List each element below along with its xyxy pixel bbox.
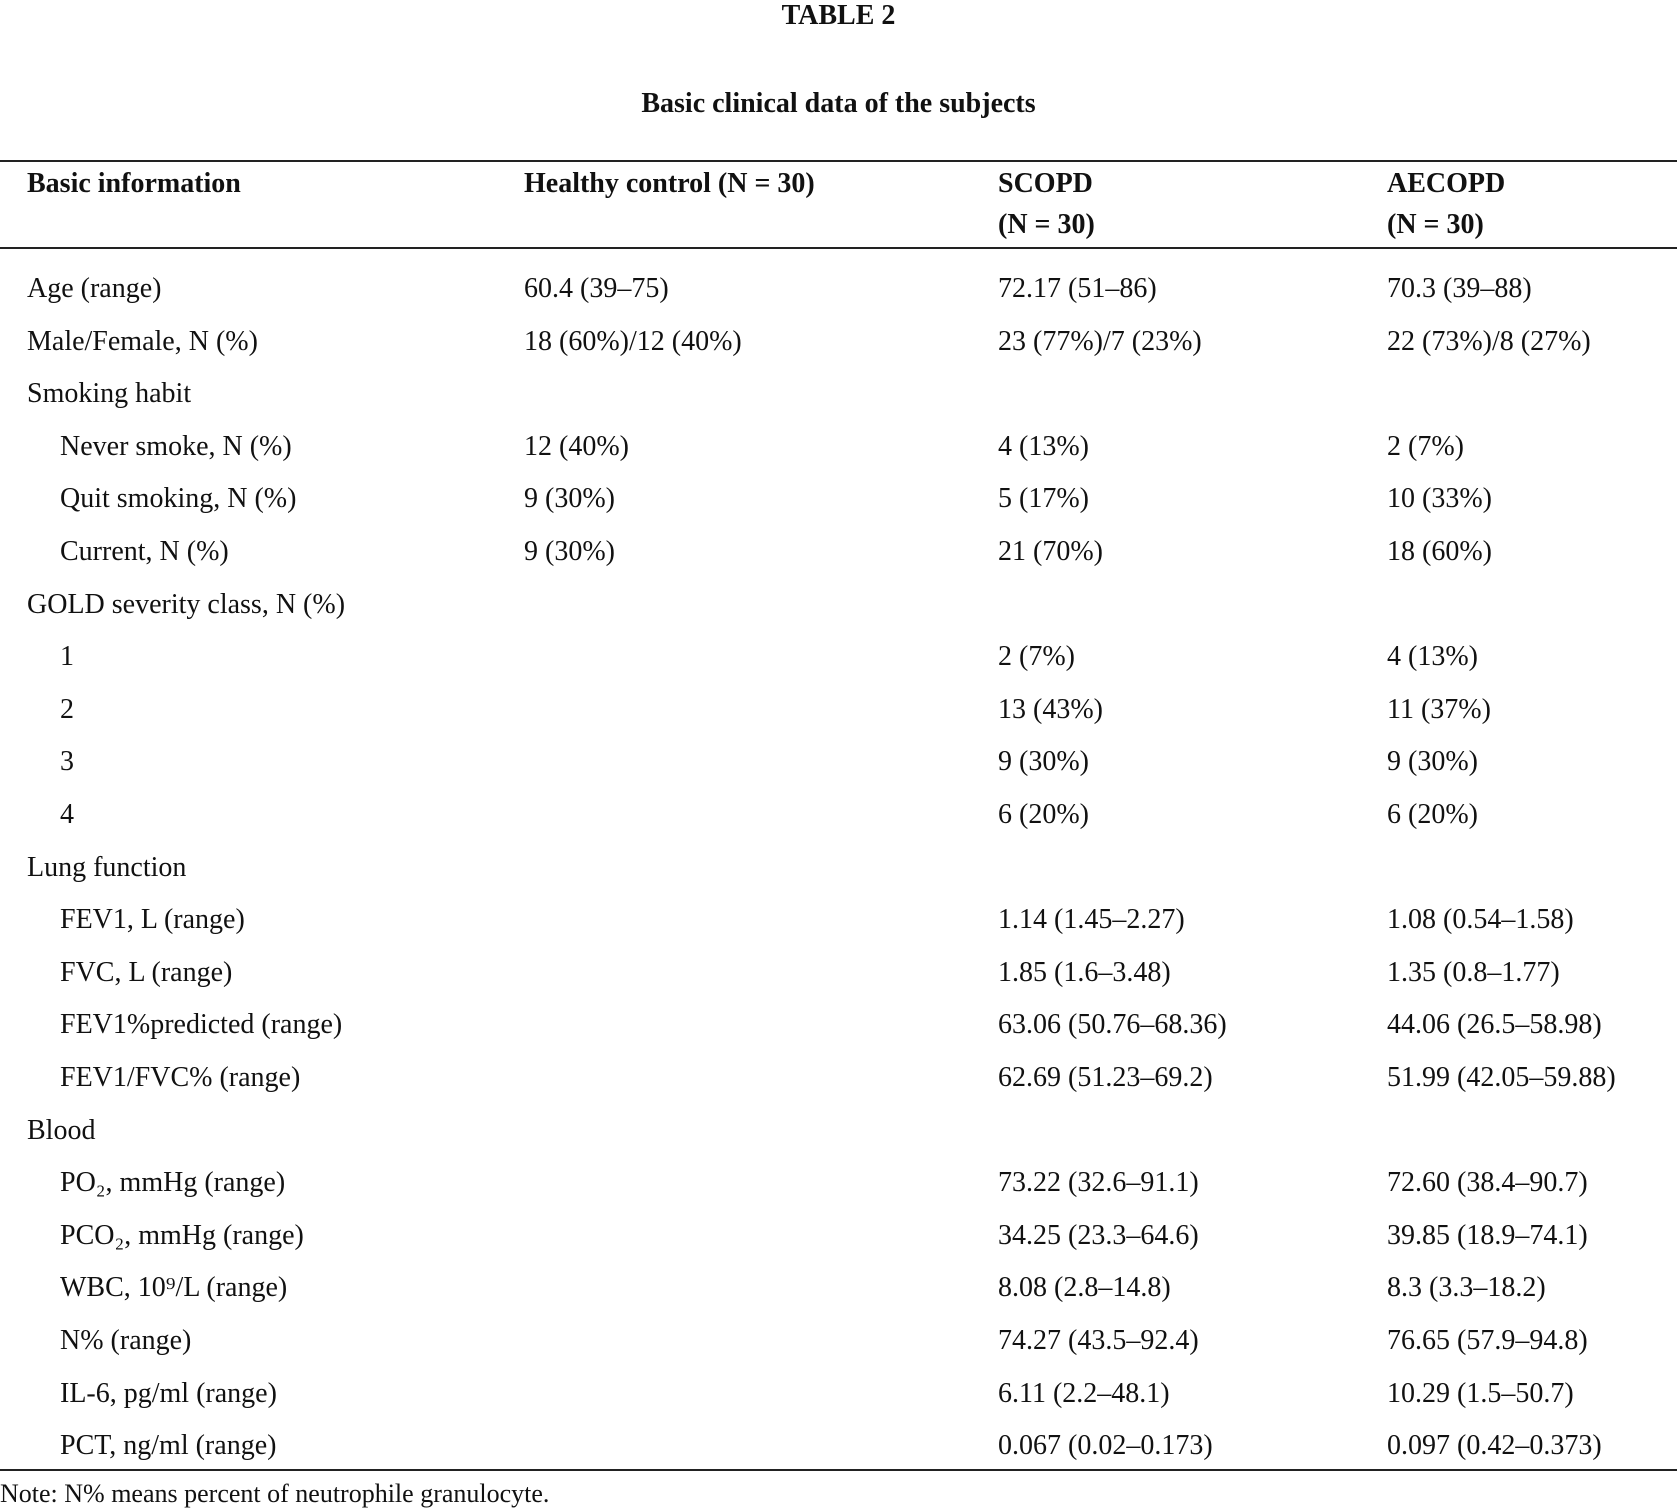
table-cell: 23 (77%)/7 (23%) xyxy=(998,325,1202,357)
header-rule xyxy=(0,247,1677,249)
table-cell: 9 (30%) xyxy=(524,536,615,567)
header-cell: (N = 30) xyxy=(998,209,1095,240)
row-label: PO₂, mmHg (range) xyxy=(60,1167,286,1199)
table-cell: 76.65 (57.9–94.8) xyxy=(1387,1325,1588,1356)
table-cell: 9 (30%) xyxy=(998,746,1089,778)
table-cell: 74.27 (43.5–92.4) xyxy=(998,1325,1199,1356)
table-cell: 10.29 (1.5–50.7) xyxy=(1387,1377,1574,1409)
header-cell: (N = 30) xyxy=(1387,209,1484,240)
row-label: FEV1/FVC% (range) xyxy=(60,1062,301,1093)
row-label: PCO₂, mmHg (range) xyxy=(60,1219,304,1251)
row-label: Age (range) xyxy=(27,273,162,304)
row-label: WBC, 10⁹/L (range) xyxy=(60,1272,288,1304)
table-cell: 21 (70%) xyxy=(998,536,1103,567)
row-label: Lung function xyxy=(27,851,187,883)
header-cell: AECOPD xyxy=(1387,168,1506,199)
table-cell: 72.60 (38.4–90.7) xyxy=(1387,1167,1588,1199)
table-cell: 8.08 (2.8–14.8) xyxy=(998,1272,1171,1304)
table-cell: 1.35 (0.8–1.77) xyxy=(1387,956,1560,988)
table-cell: 1.08 (0.54–1.58) xyxy=(1387,904,1574,936)
row-label: PCT, ng/ml (range) xyxy=(60,1430,277,1462)
header-cell: Basic information xyxy=(27,168,241,199)
row-label: 3 xyxy=(60,746,74,778)
table-cell: 0.067 (0.02–0.173) xyxy=(998,1430,1213,1462)
row-label: Current, N (%) xyxy=(60,536,229,567)
table-cell: 2 (7%) xyxy=(998,641,1075,673)
header-cell: Healthy control (N = 30) xyxy=(524,168,815,199)
table-note: Note: N% means percent of neutrophile gr… xyxy=(0,1479,550,1508)
row-label: IL-6, pg/ml (range) xyxy=(60,1377,277,1409)
table-cell: 4 (13%) xyxy=(998,430,1089,462)
bottom-rule xyxy=(0,1469,1677,1471)
table-cell: 6.11 (2.2–48.1) xyxy=(998,1377,1170,1409)
table-title: TABLE 2 xyxy=(781,0,896,31)
table-cell: 34.25 (23.3–64.6) xyxy=(998,1219,1199,1251)
table-cell: 9 (30%) xyxy=(1387,746,1478,778)
table-cell: 10 (33%) xyxy=(1387,483,1492,515)
table-cell: 22 (73%)/8 (27%) xyxy=(1387,325,1591,357)
table-cell: 8.3 (3.3–18.2) xyxy=(1387,1272,1546,1304)
row-label: Blood xyxy=(27,1114,96,1146)
table-cell: 72.17 (51–86) xyxy=(998,273,1157,304)
table-cell: 11 (37%) xyxy=(1387,693,1491,725)
table-cell: 70.3 (39–88) xyxy=(1387,273,1532,304)
row-label: Smoking habit xyxy=(27,378,192,410)
table-subtitle: Basic clinical data of the subjects xyxy=(641,88,1036,119)
table-cell: 1.14 (1.45–2.27) xyxy=(998,904,1185,936)
row-label: 4 xyxy=(60,799,74,830)
table-cell: 2 (7%) xyxy=(1387,430,1464,462)
row-label: FEV1%predicted (range) xyxy=(60,1009,343,1041)
table-cell: 0.097 (0.42–0.373) xyxy=(1387,1430,1602,1462)
table-cell: 60.4 (39–75) xyxy=(524,273,669,304)
table-cell: 39.85 (18.9–74.1) xyxy=(1387,1219,1588,1251)
table-cell: 9 (30%) xyxy=(524,483,615,515)
row-label: 2 xyxy=(60,693,74,725)
row-label: N% (range) xyxy=(60,1325,192,1356)
row-label: Never smoke, N (%) xyxy=(60,430,292,462)
table-cell: 6 (20%) xyxy=(1387,799,1478,830)
table-cell: 5 (17%) xyxy=(998,483,1089,515)
table-cell: 18 (60%)/12 (40%) xyxy=(524,325,742,357)
row-label: Male/Female, N (%) xyxy=(27,325,258,357)
table-cell: 51.99 (42.05–59.88) xyxy=(1387,1062,1616,1093)
table-cell: 18 (60%) xyxy=(1387,536,1492,567)
table-cell: 44.06 (26.5–58.98) xyxy=(1387,1009,1602,1041)
table-cell: 63.06 (50.76–68.36) xyxy=(998,1009,1227,1041)
row-label: GOLD severity class, N (%) xyxy=(27,588,346,620)
row-label: FVC, L (range) xyxy=(60,956,233,988)
row-label: Quit smoking, N (%) xyxy=(60,483,297,515)
table-cell: 12 (40%) xyxy=(524,430,629,462)
table-cell: 1.85 (1.6–3.48) xyxy=(998,956,1171,988)
table-cell: 4 (13%) xyxy=(1387,641,1478,673)
row-label: FEV1, L (range) xyxy=(60,904,245,936)
row-label: 1 xyxy=(60,641,74,673)
table-cell: 6 (20%) xyxy=(998,799,1089,830)
top-rule xyxy=(0,160,1677,162)
table-cell: 62.69 (51.23–69.2) xyxy=(998,1062,1213,1093)
table-cell: 13 (43%) xyxy=(998,693,1103,725)
table-cell: 73.22 (32.6–91.1) xyxy=(998,1167,1199,1199)
header-cell: SCOPD xyxy=(998,168,1093,199)
